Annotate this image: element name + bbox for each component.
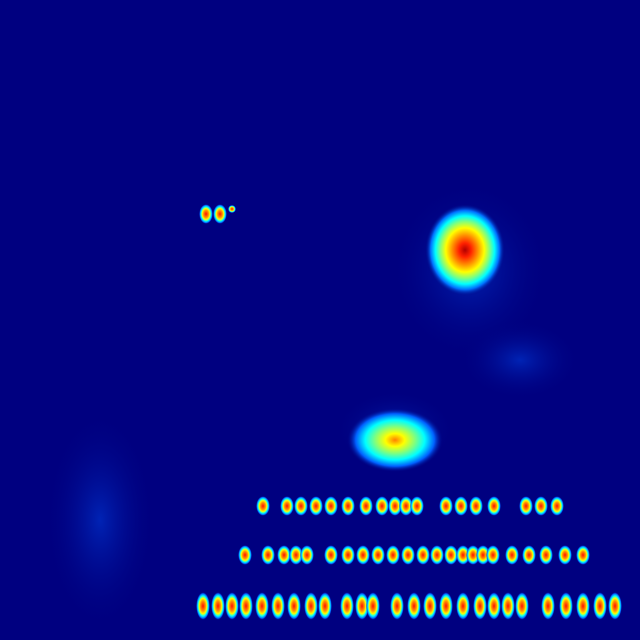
dot-row-2 [416, 545, 430, 565]
dot-row-1 [309, 496, 323, 516]
dot-row-1 [439, 496, 453, 516]
dot-row-2 [430, 545, 444, 565]
dot-row-3 [318, 592, 332, 620]
faint-glow-mid [460, 320, 580, 400]
dot-row-1 [487, 496, 501, 516]
dot-row-2 [466, 545, 480, 565]
dot-row-2 [456, 545, 470, 565]
hot-spot-large [425, 204, 505, 296]
dot-row-2 [289, 545, 303, 565]
dot-row-3 [225, 592, 239, 620]
dot-row-1 [519, 496, 533, 516]
dot-row-3 [271, 592, 285, 620]
dot-row-1 [324, 496, 338, 516]
dot-row-2 [324, 545, 338, 565]
dot-row-2 [238, 545, 252, 565]
dot-row-1 [469, 496, 483, 516]
dot-row-1 [399, 496, 413, 516]
dot-row-2 [476, 545, 490, 565]
dot-row-2 [539, 545, 553, 565]
dot-row-1 [375, 496, 389, 516]
dot-row-1 [256, 496, 270, 516]
dot-row-3 [515, 592, 529, 620]
dot-row-1 [550, 496, 564, 516]
dot-row-3 [456, 592, 470, 620]
dot-row-2 [371, 545, 385, 565]
dot-row-2 [444, 545, 458, 565]
dot-row-2 [300, 545, 314, 565]
dot-row-3 [287, 592, 301, 620]
dot-row-1 [388, 496, 402, 516]
dot-row-3 [423, 592, 437, 620]
hot-spot-medium [347, 408, 443, 472]
dot-row-3 [340, 592, 354, 620]
dot-row-3 [304, 592, 318, 620]
dot-row-3 [608, 592, 622, 620]
dot-row-3 [541, 592, 555, 620]
dot-row-1 [280, 496, 294, 516]
dot-row-1 [294, 496, 308, 516]
dot-row-2 [576, 545, 590, 565]
dot-row-2 [505, 545, 519, 565]
dot-row-3 [211, 592, 225, 620]
dot-row-3 [366, 592, 380, 620]
dot-row-2 [558, 545, 572, 565]
dot-row-2 [356, 545, 370, 565]
dot-row-2 [277, 545, 291, 565]
dot-row-2 [261, 545, 275, 565]
dot-row-3 [355, 592, 369, 620]
dot-row-2 [401, 545, 415, 565]
dot-row-3 [559, 592, 573, 620]
dot-row-2 [522, 545, 536, 565]
dot-row-3 [407, 592, 421, 620]
dot-row-2 [486, 545, 500, 565]
dot-upper-left [213, 204, 227, 224]
faint-glow-left [45, 410, 155, 630]
dot-row-1 [359, 496, 373, 516]
dot-row-3 [196, 592, 210, 620]
dot-row-1 [341, 496, 355, 516]
dot-upper-left [228, 205, 236, 213]
dot-row-3 [390, 592, 404, 620]
dot-row-1 [410, 496, 424, 516]
dot-row-3 [473, 592, 487, 620]
dot-row-2 [386, 545, 400, 565]
dot-row-1 [534, 496, 548, 516]
dot-row-3 [593, 592, 607, 620]
dot-row-3 [239, 592, 253, 620]
dot-upper-left [199, 204, 213, 224]
dot-row-1 [454, 496, 468, 516]
dot-row-3 [255, 592, 269, 620]
dot-row-3 [501, 592, 515, 620]
dot-row-3 [487, 592, 501, 620]
dot-row-2 [341, 545, 355, 565]
dot-row-3 [576, 592, 590, 620]
dot-row-3 [439, 592, 453, 620]
